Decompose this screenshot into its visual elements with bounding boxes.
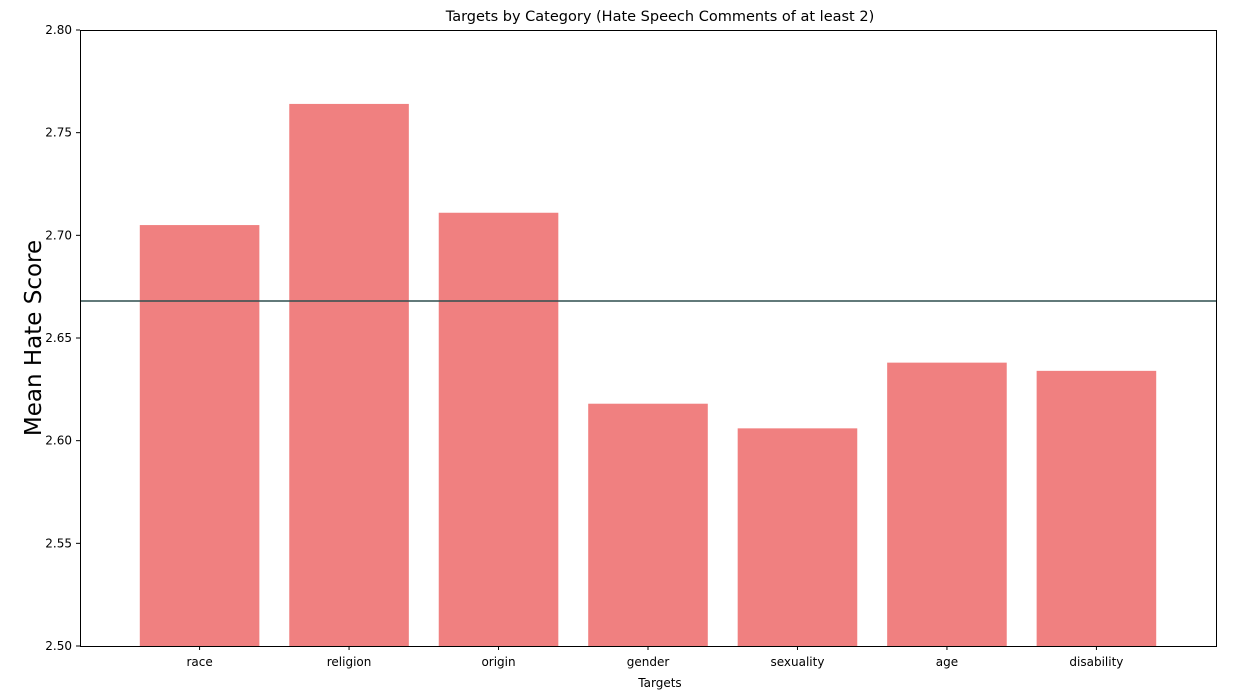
x-axis-label: Targets (637, 676, 681, 690)
y-tick-label: 2.60 (45, 434, 72, 448)
x-axis-ticks: race religion origin gender sexuality age disa… (186, 646, 1123, 669)
y-axis-label: Mean Hate Score (21, 240, 47, 436)
bar-gender (588, 403, 708, 646)
y-tick-label: 2.50 (45, 639, 72, 653)
y-axis-ticks: 2.50 2.55 2.60 2.65 2.70 2.75 2.80 (45, 23, 80, 653)
y-tick-label: 2.75 (45, 126, 72, 140)
bar-religion (289, 103, 409, 647)
x-tick-label: sexuality (770, 655, 824, 669)
x-tick-label: race (186, 655, 212, 669)
y-tick-label: 2.70 (45, 228, 72, 242)
x-tick-label: disability (1069, 655, 1123, 669)
chart-title: Targets by Category (Hate Speech Comment… (445, 9, 874, 25)
bar-race (139, 225, 260, 646)
bars-group (139, 103, 1157, 647)
x-tick-label: gender (627, 655, 670, 669)
bar-origin (438, 212, 559, 646)
x-tick-label: age (936, 655, 958, 669)
bar-disability (1036, 370, 1157, 646)
x-tick-label: religion (327, 655, 372, 669)
y-tick-label: 2.65 (45, 331, 72, 345)
y-tick-label: 2.55 (45, 536, 72, 550)
x-tick-label: origin (481, 655, 515, 669)
bar-sexuality (737, 428, 858, 646)
bar-age (887, 362, 1007, 646)
y-tick-label: 2.80 (45, 23, 72, 37)
